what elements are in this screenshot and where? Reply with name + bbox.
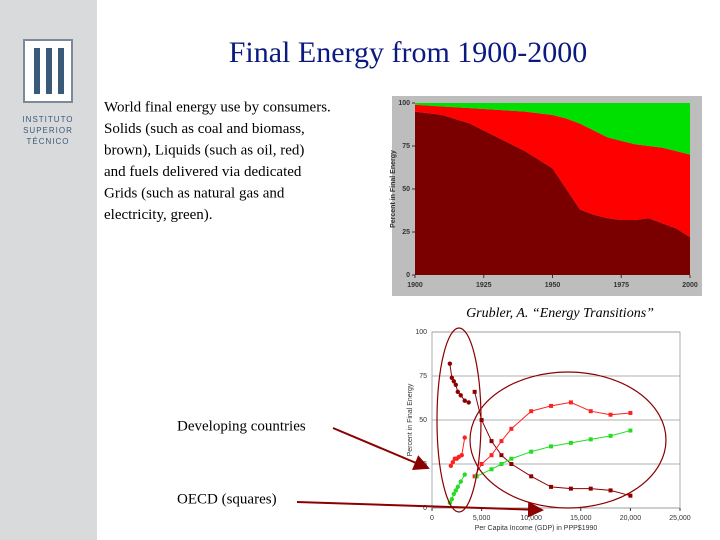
- point: [529, 409, 534, 414]
- x-tick-label: 1900: [407, 282, 423, 289]
- x-tick-label: 20,000: [620, 515, 642, 522]
- y-tick-label: 0: [406, 272, 410, 279]
- y-tick-label: 50: [419, 417, 427, 424]
- x-tick-label: 25,000: [669, 515, 691, 522]
- x-tick-label: 1975: [613, 282, 629, 289]
- connector-line: [476, 430, 631, 477]
- x-tick-label: 15,000: [570, 515, 592, 522]
- logo-text: TÉCNICO: [27, 137, 70, 146]
- logo-stroke: [58, 48, 64, 94]
- description-line: brown), Liquids (such as oil, red): [104, 142, 304, 158]
- charts: 0 25 50 75 100 1900 1925 1950 1975 2000 Percent in…: [390, 96, 702, 532]
- point: [489, 467, 494, 472]
- logo-stroke: [34, 48, 40, 94]
- point: [450, 460, 456, 465]
- logo-text: SUPERIOR: [23, 126, 73, 135]
- point: [628, 428, 633, 433]
- point: [489, 439, 494, 444]
- point: [608, 433, 613, 438]
- point: [549, 484, 554, 489]
- logo-stroke: [46, 48, 52, 94]
- point: [448, 463, 454, 468]
- annotation: Developing countries: [177, 418, 306, 434]
- point: [453, 382, 459, 387]
- point: [529, 474, 534, 479]
- point: [588, 437, 593, 442]
- highlight-ellipse: [469, 371, 667, 509]
- y-tick-label: 100: [398, 100, 410, 107]
- point: [608, 488, 613, 493]
- point: [628, 493, 633, 498]
- point: [509, 456, 514, 461]
- point: [455, 389, 460, 395]
- x-tick-label: 0: [430, 515, 434, 522]
- logo-text: INSTITUTO: [22, 115, 73, 124]
- point: [499, 453, 504, 458]
- point: [568, 440, 573, 445]
- y-tick-label: 75: [419, 373, 427, 380]
- x-tick-label: 1925: [476, 282, 492, 289]
- point: [462, 472, 467, 477]
- y-tick-label: 75: [402, 143, 410, 150]
- point: [447, 361, 453, 366]
- x-tick-label: 5,000: [473, 515, 491, 522]
- caption: Grubler, A. “Energy Transitions”: [466, 306, 654, 321]
- logo-mark: [23, 39, 73, 103]
- y-axis-label: Percent in Final Energy: [407, 383, 414, 456]
- description-line: Grids (such as natural gas and: [104, 185, 285, 201]
- point: [499, 439, 504, 444]
- y-tick-label: 25: [402, 229, 410, 236]
- description-line: electricity, green).: [104, 207, 213, 223]
- point: [455, 484, 460, 490]
- x-tick-label: 2000: [682, 282, 698, 289]
- annotation: OECD (squares): [177, 491, 277, 507]
- point: [499, 462, 504, 466]
- point: [509, 462, 514, 466]
- arrow: [332, 427, 430, 470]
- y-axis-label: Percent in Final Energy: [390, 150, 397, 228]
- point: [568, 400, 573, 405]
- point: [568, 486, 573, 491]
- point: [449, 497, 455, 502]
- slide-title: Final Energy from 1900-2000: [229, 36, 588, 69]
- point: [549, 403, 554, 408]
- area: [415, 103, 690, 155]
- point: [549, 444, 554, 449]
- point: [462, 435, 467, 440]
- point: [509, 426, 514, 431]
- point: [458, 479, 463, 484]
- point: [466, 400, 471, 405]
- description-line: Solids (such as coal and biomass,: [104, 121, 305, 137]
- area: [415, 104, 690, 238]
- point: [459, 453, 464, 458]
- point: [489, 453, 494, 458]
- area: [415, 111, 690, 275]
- point: [628, 410, 633, 415]
- highlight-ellipse: [436, 327, 482, 513]
- x-tick-label: 1950: [545, 282, 561, 289]
- point: [608, 412, 613, 417]
- point: [453, 488, 459, 493]
- x-axis-label: Per Capita Income (GDP) in PPP$1990: [475, 525, 598, 532]
- y-tick-label: 50: [402, 186, 410, 193]
- point: [451, 379, 457, 384]
- y-tick-label: 100: [415, 329, 427, 336]
- point: [449, 375, 455, 380]
- arrow: [296, 501, 544, 518]
- point: [462, 398, 467, 403]
- x-tick-label: 10,000: [520, 515, 542, 522]
- point: [479, 462, 484, 466]
- point: [529, 449, 534, 454]
- description-line: World final energy use by consumers.: [104, 99, 331, 115]
- description: World final energy use by consumers. Soli…: [104, 99, 331, 223]
- description-line: and fuels delivered via dedicated: [104, 164, 302, 180]
- point: [472, 389, 477, 394]
- point: [458, 393, 463, 398]
- point: [588, 409, 593, 414]
- point: [588, 486, 593, 491]
- point: [451, 491, 457, 497]
- y-tick-label: 0: [423, 505, 427, 512]
